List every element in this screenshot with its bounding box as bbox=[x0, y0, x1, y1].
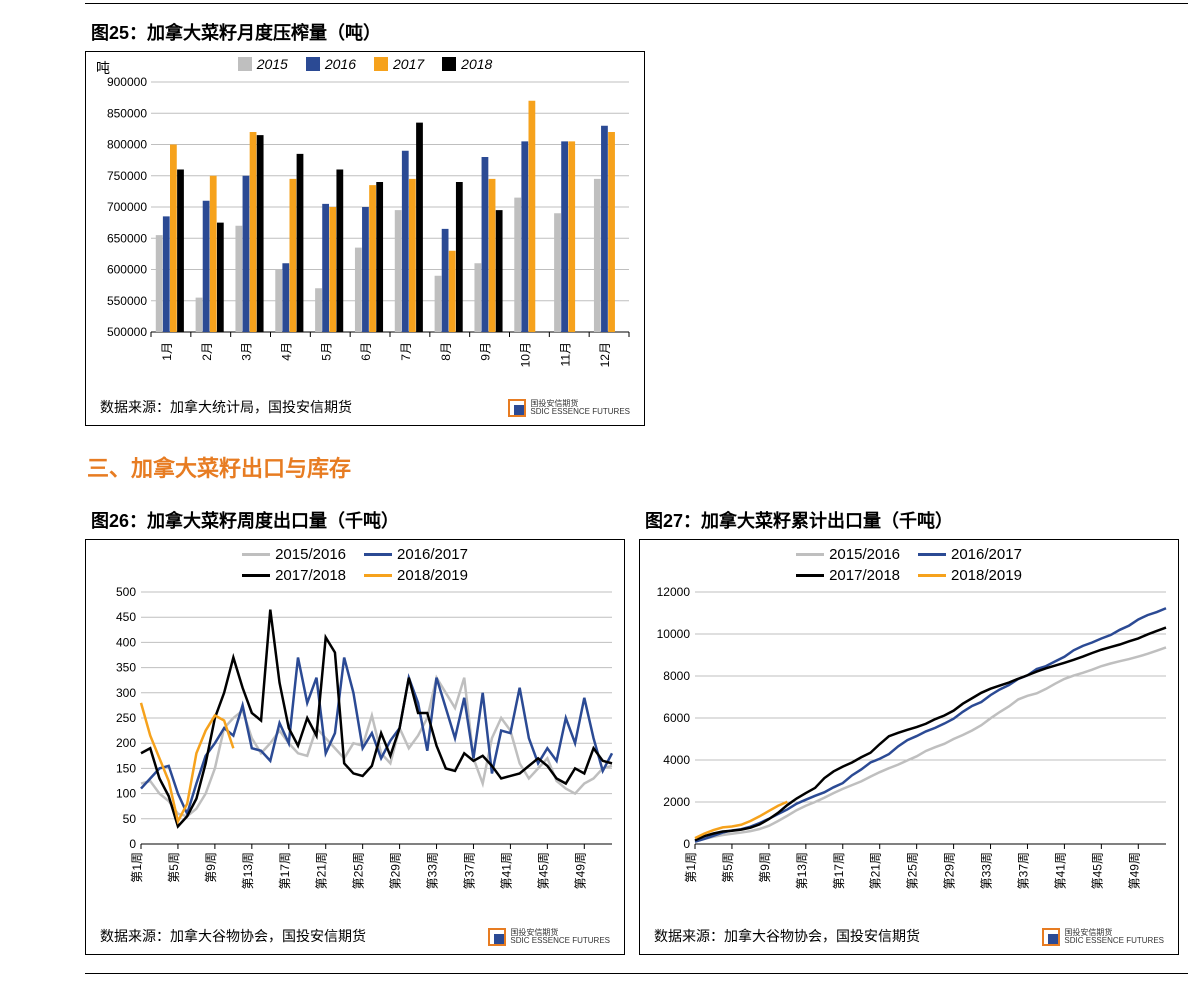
svg-text:12000: 12000 bbox=[657, 585, 691, 599]
svg-text:第49周: 第49周 bbox=[573, 852, 587, 889]
svg-text:300: 300 bbox=[116, 686, 136, 700]
svg-text:750000: 750000 bbox=[107, 169, 147, 183]
chart26-logo: 国投安信期货 SDIC ESSENCE FUTURES bbox=[488, 928, 610, 946]
chart25-box: 吨 2015201620172018 500000 550000 600000 650… bbox=[85, 51, 645, 426]
svg-text:第25周: 第25周 bbox=[906, 852, 920, 889]
svg-text:第5周: 第5周 bbox=[167, 852, 181, 883]
svg-text:第29周: 第29周 bbox=[943, 852, 957, 889]
bottom-row: 图26：加拿大菜籽周度出口量（千吨） 2015/20162016/2017201… bbox=[85, 503, 1180, 955]
chart27-svg: 0 2000 4000 6000 8000 10000 12000 第1周 第5周 第9周 第13周… bbox=[640, 584, 1178, 904]
svg-text:11月: 11月 bbox=[558, 342, 572, 366]
svg-text:第13周: 第13周 bbox=[795, 852, 809, 889]
svg-text:第1周: 第1周 bbox=[130, 852, 144, 883]
svg-text:800000: 800000 bbox=[107, 138, 147, 152]
logo-icon bbox=[508, 399, 526, 417]
svg-text:850000: 850000 bbox=[107, 106, 147, 120]
chart26-legend: 2015/20162016/20172017/20182018/2019 bbox=[86, 546, 624, 584]
svg-text:200: 200 bbox=[116, 736, 136, 750]
svg-text:第17周: 第17周 bbox=[278, 852, 292, 889]
svg-text:10月: 10月 bbox=[518, 342, 532, 367]
section3-title: 三、加拿大菜籽出口与库存 bbox=[87, 451, 1180, 483]
svg-text:6000: 6000 bbox=[663, 711, 690, 725]
chart26-col: 图26：加拿大菜籽周度出口量（千吨） 2015/20162016/2017201… bbox=[85, 503, 625, 955]
svg-text:第49周: 第49周 bbox=[1127, 852, 1141, 889]
page-content: 图25：加拿大菜籽月度压榨量（吨） 吨 2015201620172018 500… bbox=[85, 15, 1180, 955]
chart27-col: 图27：加拿大菜籽累计出口量（千吨） 2015/20162016/2017201… bbox=[639, 503, 1179, 955]
svg-text:8月: 8月 bbox=[439, 342, 453, 361]
svg-text:8000: 8000 bbox=[663, 669, 690, 683]
logo-icon bbox=[488, 928, 506, 946]
svg-text:第37周: 第37周 bbox=[1016, 852, 1030, 889]
chart27-logo: 国投安信期货 SDIC ESSENCE FUTURES bbox=[1042, 928, 1164, 946]
svg-text:700000: 700000 bbox=[107, 200, 147, 214]
svg-text:第13周: 第13周 bbox=[241, 852, 255, 889]
svg-text:第33周: 第33周 bbox=[980, 852, 994, 889]
svg-text:100: 100 bbox=[116, 787, 136, 801]
svg-text:10000: 10000 bbox=[657, 627, 691, 641]
svg-text:600000: 600000 bbox=[107, 263, 147, 277]
logo-icon bbox=[1042, 928, 1060, 946]
svg-text:第37周: 第37周 bbox=[462, 852, 476, 889]
svg-text:5月: 5月 bbox=[319, 342, 333, 361]
svg-text:450: 450 bbox=[116, 610, 136, 624]
svg-text:第17周: 第17周 bbox=[832, 852, 846, 889]
svg-text:250: 250 bbox=[116, 711, 136, 725]
svg-text:1月: 1月 bbox=[160, 342, 174, 361]
logo-en: SDIC ESSENCE FUTURES bbox=[510, 937, 610, 945]
chart25-yaxis-unit: 吨 bbox=[96, 58, 110, 78]
chart26-source: 数据来源：加拿大谷物协会，国投安信期货 bbox=[100, 926, 366, 946]
svg-text:9月: 9月 bbox=[479, 342, 493, 361]
chart25-legend: 2015201620172018 bbox=[86, 56, 644, 72]
svg-text:第9周: 第9周 bbox=[758, 852, 772, 883]
svg-text:50: 50 bbox=[123, 812, 137, 826]
svg-text:500: 500 bbox=[116, 585, 136, 599]
svg-text:第41周: 第41周 bbox=[1053, 852, 1067, 889]
chart26-title: 图26：加拿大菜籽周度出口量（千吨） bbox=[91, 507, 625, 533]
chart25-logo: 国投安信期货 SDIC ESSENCE FUTURES bbox=[508, 399, 630, 417]
svg-text:第29周: 第29周 bbox=[389, 852, 403, 889]
svg-text:0: 0 bbox=[683, 837, 690, 851]
svg-text:900000: 900000 bbox=[107, 75, 147, 89]
svg-text:第45周: 第45周 bbox=[536, 852, 550, 889]
svg-text:第1周: 第1周 bbox=[684, 852, 698, 883]
svg-text:第33周: 第33周 bbox=[426, 852, 440, 889]
svg-text:2月: 2月 bbox=[200, 342, 214, 361]
svg-text:第21周: 第21周 bbox=[315, 852, 329, 889]
logo-en: SDIC ESSENCE FUTURES bbox=[1064, 937, 1164, 945]
svg-text:第45周: 第45周 bbox=[1090, 852, 1104, 889]
chart25-source: 数据来源：加拿大统计局，国投安信期货 bbox=[100, 397, 352, 417]
svg-text:第41周: 第41周 bbox=[499, 852, 513, 889]
chart26-svg: 0 50 100 150 200 250 300 350 400 450 500 第1周 第5周 第9周 第… bbox=[86, 584, 624, 904]
chart25-title: 图25：加拿大菜籽月度压榨量（吨） bbox=[91, 19, 1180, 45]
logo-en: SDIC ESSENCE FUTURES bbox=[530, 408, 630, 416]
chart25-svg: 500000 550000 600000 650000 700000 750000 8000… bbox=[86, 72, 644, 372]
svg-text:第21周: 第21周 bbox=[869, 852, 883, 889]
svg-text:4月: 4月 bbox=[279, 342, 293, 361]
svg-text:500000: 500000 bbox=[107, 325, 147, 339]
svg-text:第9周: 第9周 bbox=[204, 852, 218, 883]
svg-text:400: 400 bbox=[116, 635, 136, 649]
svg-text:4000: 4000 bbox=[663, 753, 690, 767]
svg-text:650000: 650000 bbox=[107, 231, 147, 245]
svg-text:550000: 550000 bbox=[107, 294, 147, 308]
chart26-box: 2015/20162016/20172017/20182018/2019 0 50… bbox=[85, 539, 625, 955]
svg-text:350: 350 bbox=[116, 661, 136, 675]
chart27-box: 2015/20162016/20172017/20182018/2019 0 20… bbox=[639, 539, 1179, 955]
chart27-legend: 2015/20162016/20172017/20182018/2019 bbox=[640, 546, 1178, 584]
svg-text:3月: 3月 bbox=[240, 342, 254, 361]
svg-text:7月: 7月 bbox=[399, 342, 413, 361]
svg-text:150: 150 bbox=[116, 761, 136, 775]
svg-text:第25周: 第25周 bbox=[352, 852, 366, 889]
chart27-source: 数据来源：加拿大谷物协会，国投安信期货 bbox=[654, 926, 920, 946]
chart27-title: 图27：加拿大菜籽累计出口量（千吨） bbox=[645, 507, 1179, 533]
svg-text:第5周: 第5周 bbox=[721, 852, 735, 883]
svg-text:0: 0 bbox=[129, 837, 136, 851]
svg-text:2000: 2000 bbox=[663, 795, 690, 809]
svg-text:6月: 6月 bbox=[359, 342, 373, 361]
svg-text:12月: 12月 bbox=[598, 342, 612, 367]
